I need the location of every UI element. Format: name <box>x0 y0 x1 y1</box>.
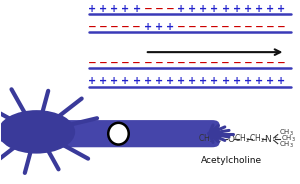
Text: −: − <box>154 4 163 14</box>
Text: −: − <box>99 58 108 68</box>
Text: −: − <box>277 22 286 32</box>
FancyBboxPatch shape <box>17 120 220 147</box>
Ellipse shape <box>0 110 75 154</box>
Text: +: + <box>155 76 163 86</box>
Text: O: O <box>216 128 223 137</box>
Text: +: + <box>166 76 174 86</box>
Text: −: − <box>232 22 241 32</box>
Text: −: − <box>277 58 286 68</box>
Text: $\mathregular{CH_3}$: $\mathregular{CH_3}$ <box>198 133 214 145</box>
Text: −: − <box>166 58 174 68</box>
Text: +: + <box>144 76 152 86</box>
Text: −: − <box>166 4 174 14</box>
Text: −: − <box>255 22 263 32</box>
Text: $\mathregular{CH_3}$: $\mathregular{CH_3}$ <box>279 140 294 150</box>
Ellipse shape <box>108 123 129 145</box>
Text: O: O <box>227 135 234 144</box>
Text: +: + <box>166 22 174 32</box>
Text: $\mathregular{CH_2}$: $\mathregular{CH_2}$ <box>234 133 250 145</box>
Text: +: + <box>255 4 263 14</box>
Text: +: + <box>244 76 252 86</box>
Text: +: + <box>188 76 196 86</box>
Text: +: + <box>155 22 163 32</box>
Text: −: − <box>188 58 197 68</box>
Text: −: − <box>121 58 130 68</box>
Text: +: + <box>210 76 219 86</box>
Text: $\mathregular{CH_2}$: $\mathregular{CH_2}$ <box>249 133 265 145</box>
Text: +: + <box>210 4 219 14</box>
Text: +: + <box>277 4 285 14</box>
Text: +: + <box>177 76 185 86</box>
Text: +: + <box>233 76 241 86</box>
Text: −: − <box>221 22 230 32</box>
Text: +: + <box>99 76 107 86</box>
Text: +: + <box>133 76 141 86</box>
Text: −: − <box>177 58 185 68</box>
Text: −: − <box>143 4 152 14</box>
Text: −: − <box>210 22 219 32</box>
Text: +: + <box>266 4 274 14</box>
Text: +: + <box>88 76 96 86</box>
Text: −: − <box>88 22 97 32</box>
Text: −: − <box>232 58 241 68</box>
Text: +: + <box>255 76 263 86</box>
Text: +: + <box>88 4 96 14</box>
Text: +: + <box>233 4 241 14</box>
Text: +: + <box>199 4 207 14</box>
Text: +: + <box>144 22 152 32</box>
Text: +: + <box>99 4 107 14</box>
Text: Acetylcholine: Acetylcholine <box>201 156 262 165</box>
Text: +: + <box>133 4 141 14</box>
Text: +: + <box>110 76 118 86</box>
Text: −: − <box>110 58 119 68</box>
Text: −: − <box>221 58 230 68</box>
Text: +: + <box>122 76 130 86</box>
Text: $\mathregular{N^+}$: $\mathregular{N^+}$ <box>264 133 279 145</box>
Text: +: + <box>188 4 196 14</box>
Text: +: + <box>266 76 274 86</box>
Text: +: + <box>222 4 230 14</box>
Text: −: − <box>266 22 274 32</box>
Text: +: + <box>110 4 118 14</box>
Text: −: − <box>188 22 197 32</box>
Text: C: C <box>214 135 220 144</box>
Text: −: − <box>210 58 219 68</box>
Text: +: + <box>177 4 185 14</box>
Text: −: − <box>88 58 97 68</box>
Text: −: − <box>244 22 252 32</box>
Text: −: − <box>266 58 274 68</box>
Text: $\mathregular{CH_3}$: $\mathregular{CH_3}$ <box>279 128 294 138</box>
Text: −: − <box>143 58 152 68</box>
Text: −: − <box>255 58 263 68</box>
Text: −: − <box>177 22 185 32</box>
Text: −: − <box>132 22 141 32</box>
Text: +: + <box>277 76 285 86</box>
Text: +: + <box>222 76 230 86</box>
Text: $\mathregular{CH_3}$: $\mathregular{CH_3}$ <box>281 134 296 144</box>
Text: −: − <box>99 22 108 32</box>
Text: +: + <box>199 76 207 86</box>
Text: −: − <box>132 58 141 68</box>
Text: −: − <box>154 58 163 68</box>
Text: +: + <box>244 4 252 14</box>
Text: −: − <box>121 22 130 32</box>
Text: −: − <box>244 58 252 68</box>
Text: −: − <box>199 22 208 32</box>
Text: +: + <box>122 4 130 14</box>
Text: −: − <box>110 22 119 32</box>
Text: −: − <box>199 58 208 68</box>
